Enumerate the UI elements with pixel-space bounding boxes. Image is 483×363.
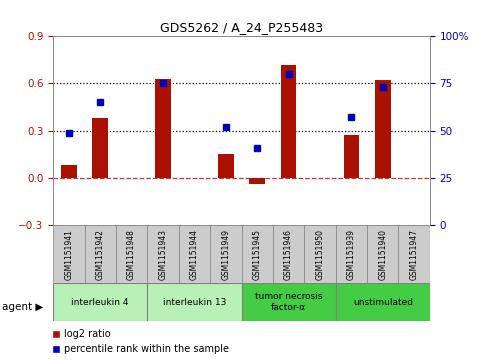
- Bar: [336, 283, 430, 321]
- Bar: [242, 283, 336, 321]
- Bar: [92, 118, 108, 178]
- Bar: [281, 65, 297, 178]
- Bar: [155, 79, 171, 178]
- Bar: [375, 80, 391, 178]
- Text: GSM1151943: GSM1151943: [158, 229, 168, 280]
- Text: GSM1151941: GSM1151941: [64, 229, 73, 280]
- Bar: [53, 283, 147, 321]
- Bar: [249, 178, 265, 184]
- Text: GSM1151947: GSM1151947: [410, 229, 419, 280]
- Bar: [273, 225, 304, 283]
- Bar: [304, 225, 336, 283]
- Bar: [53, 225, 85, 283]
- Bar: [343, 135, 359, 178]
- Bar: [147, 283, 242, 321]
- Text: GSM1151942: GSM1151942: [96, 229, 105, 280]
- Text: GSM1151949: GSM1151949: [221, 229, 230, 280]
- Text: unstimulated: unstimulated: [353, 298, 413, 307]
- Text: GSM1151945: GSM1151945: [253, 229, 262, 280]
- Bar: [242, 225, 273, 283]
- Text: GSM1151939: GSM1151939: [347, 229, 356, 280]
- Bar: [116, 225, 147, 283]
- Bar: [179, 225, 210, 283]
- Text: GSM1151940: GSM1151940: [378, 229, 387, 280]
- Bar: [210, 225, 242, 283]
- Title: GDS5262 / A_24_P255483: GDS5262 / A_24_P255483: [160, 21, 323, 34]
- Text: GSM1151944: GSM1151944: [190, 229, 199, 280]
- Text: interleukin 13: interleukin 13: [163, 298, 226, 307]
- Bar: [398, 225, 430, 283]
- Bar: [336, 225, 367, 283]
- Bar: [367, 225, 398, 283]
- Text: interleukin 4: interleukin 4: [71, 298, 129, 307]
- Bar: [85, 225, 116, 283]
- Text: agent ▶: agent ▶: [2, 302, 44, 312]
- Bar: [61, 165, 77, 178]
- Text: GSM1151950: GSM1151950: [315, 229, 325, 280]
- Legend: log2 ratio, percentile rank within the sample: log2 ratio, percentile rank within the s…: [48, 326, 233, 358]
- Bar: [147, 225, 179, 283]
- Text: GSM1151946: GSM1151946: [284, 229, 293, 280]
- Bar: [218, 154, 234, 178]
- Text: tumor necrosis
factor-α: tumor necrosis factor-α: [255, 293, 322, 312]
- Text: GSM1151948: GSM1151948: [127, 229, 136, 280]
